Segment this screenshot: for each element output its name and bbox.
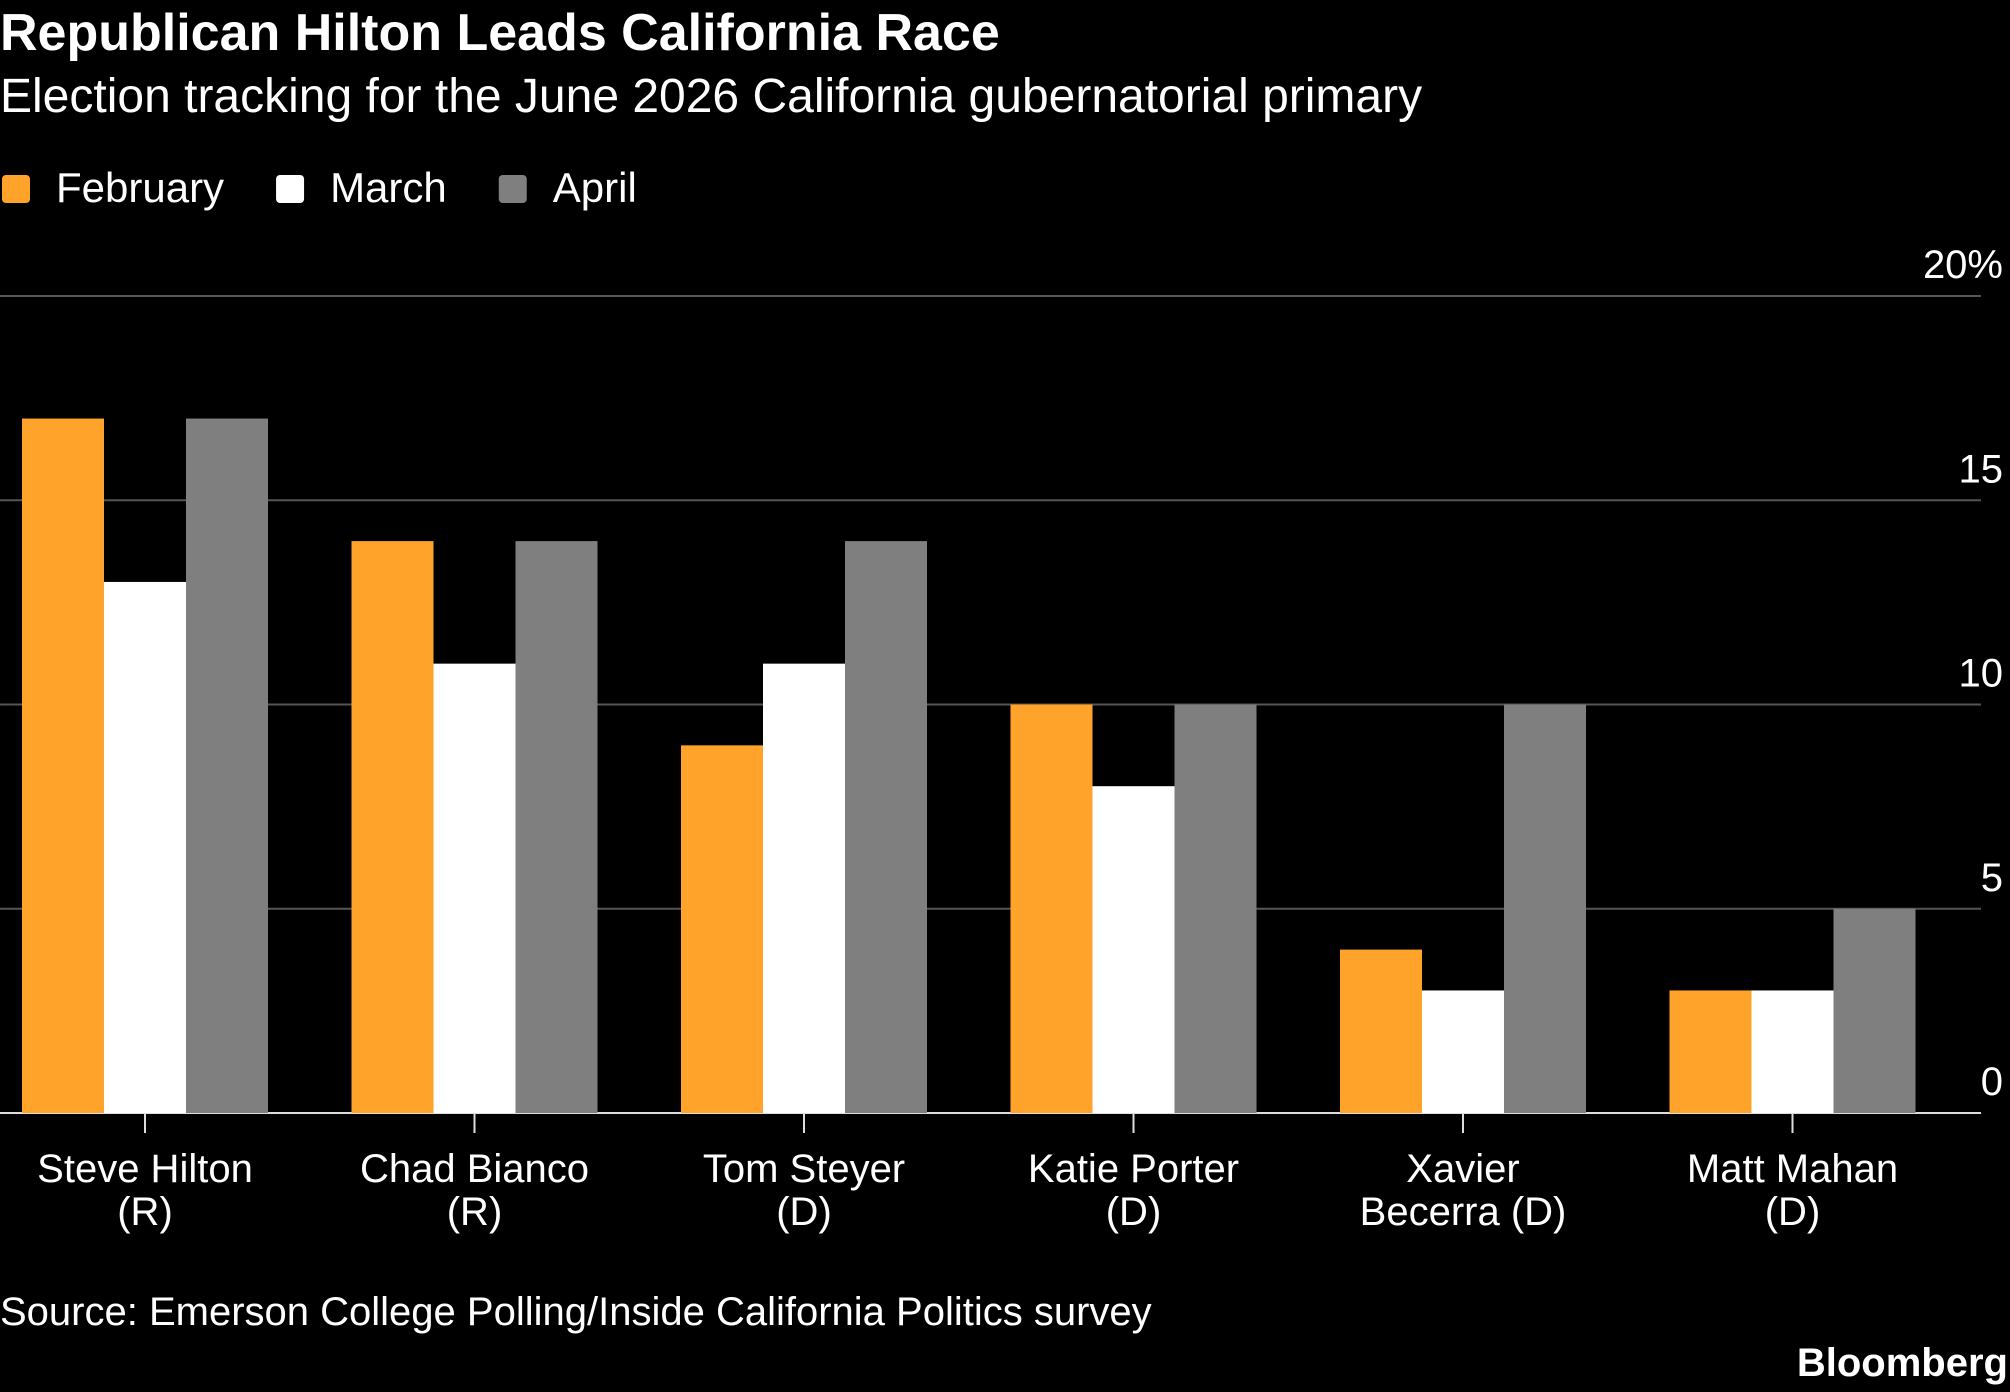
y-tick-label: 15 [1959, 447, 2004, 491]
chart-title: Republican Hilton Leads California Race [0, 4, 1000, 62]
bar [845, 541, 927, 1113]
bar [515, 541, 598, 1113]
legend-swatch [2, 175, 30, 203]
x-tick-label: Katie Porter (D) [1027, 1147, 1240, 1234]
bar [1751, 990, 1834, 1113]
bar [104, 581, 186, 1113]
y-tick-label: 20% [1923, 243, 2003, 287]
bar [186, 418, 268, 1113]
y-tick-label: 10 [1959, 652, 2004, 696]
y-tick-label: 5 [1981, 856, 2003, 900]
x-tick-label: Matt Mahan (D) [1686, 1147, 1899, 1234]
bar [1504, 704, 1586, 1113]
legend-label: April [553, 164, 637, 211]
bar [1092, 786, 1175, 1113]
bar [351, 541, 434, 1113]
bar [681, 745, 763, 1113]
bar [433, 663, 516, 1113]
bar [1010, 704, 1093, 1113]
bar [1422, 990, 1504, 1113]
legend-swatch [498, 175, 527, 203]
legend-swatch [276, 175, 305, 203]
source: Source: Emerson College Polling/Inside C… [0, 1290, 1152, 1334]
x-tick-label: Xavier Becerra (D) [1359, 1147, 1567, 1234]
bar [1669, 990, 1752, 1113]
bar [763, 663, 845, 1113]
bar [1174, 704, 1257, 1113]
bar [1833, 908, 1916, 1113]
x-tick-label: Steve Hilton (R) [37, 1147, 253, 1234]
x-tick-label: Tom Steyer (D) [702, 1147, 906, 1234]
legend-label: March [330, 164, 447, 211]
y-tick-label: 0 [1981, 1060, 2003, 1104]
x-tick-label: Chad Bianco (R) [359, 1147, 590, 1234]
brand: Bloomberg [1797, 1341, 2008, 1385]
legend-label: February [56, 164, 224, 211]
bar [1340, 949, 1422, 1113]
chart-subtitle: Election tracking for the June 2026 Cali… [0, 70, 1422, 123]
bar [22, 418, 104, 1113]
